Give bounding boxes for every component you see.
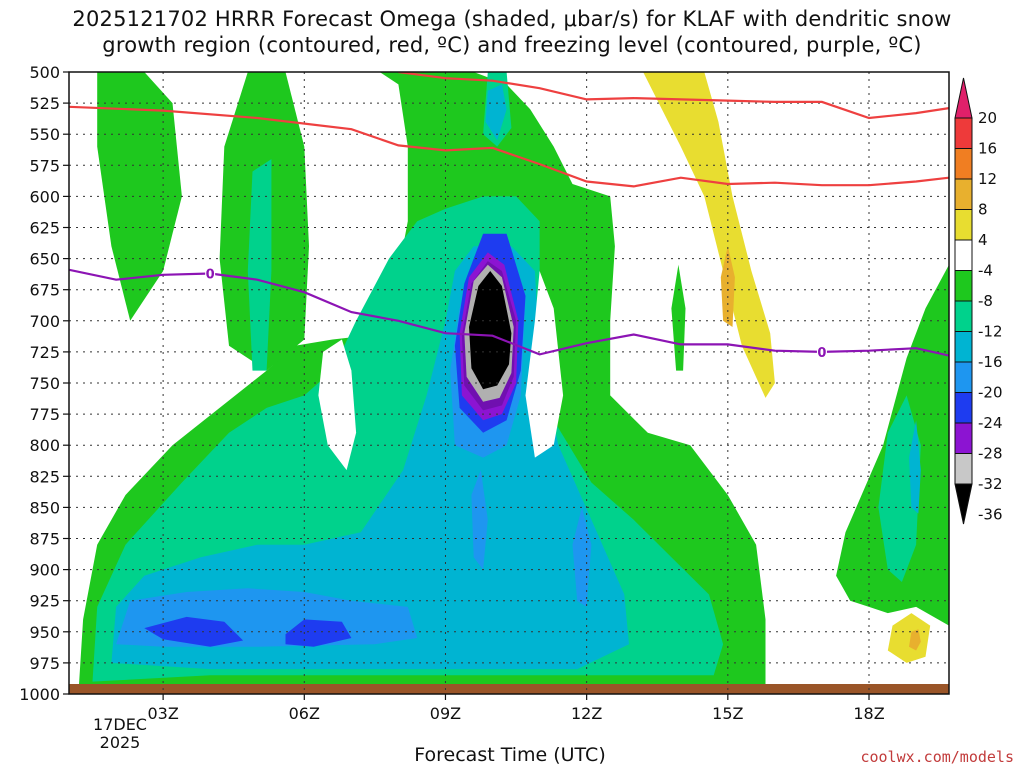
colorbar-label: -36: [978, 506, 1003, 524]
y-tick-label: 775: [29, 405, 60, 424]
y-tick-label: 750: [29, 374, 60, 393]
y-tick-label: 875: [29, 530, 60, 549]
y-tick-label: 900: [29, 561, 60, 580]
x-tick-label: 06Z: [289, 704, 320, 723]
freezing-level-contour: [69, 268, 949, 357]
y-tick-label: 550: [29, 125, 60, 144]
colorbar-label: 20: [978, 109, 997, 127]
colorbar-box: [954, 178, 973, 210]
page-title: 2025121702 HRRR Forecast Omega (shaded, …: [72, 7, 952, 57]
x-tick-label: 15Z: [712, 704, 743, 723]
omega-region-cyan-top: [485, 84, 507, 141]
colorbar-box: [954, 453, 973, 485]
colorbar-box: [954, 209, 973, 241]
x-tick-label: 18Z: [853, 704, 884, 723]
omega-gap-b: [525, 271, 564, 458]
x-tick-label: 03Z: [147, 704, 178, 723]
contour-label-bg: [816, 344, 827, 359]
colorbar-label: -8: [978, 292, 993, 310]
colorbar-arrow-top: [954, 77, 973, 119]
credit-text: coolwx.com/models: [860, 748, 1014, 766]
y-tick-label: 950: [29, 623, 60, 642]
colorbar-label: -20: [978, 384, 1003, 402]
colorbar-box: [954, 148, 973, 180]
colorbar-label: 12: [978, 170, 997, 188]
omega-region-black: [469, 271, 512, 390]
y-tick-label: 525: [29, 94, 60, 113]
y-tick-label: 625: [29, 219, 60, 238]
omega-region-orange-lower: [909, 629, 921, 651]
colorbar-box: [954, 300, 973, 332]
y-tick-label: 975: [29, 654, 60, 673]
colorbar-label: -32: [978, 475, 1003, 493]
omega-region-green-sliver: [671, 264, 686, 371]
dendritic-contour-2: [398, 72, 949, 120]
colorbar-label: -28: [978, 445, 1003, 463]
terrain-band: [69, 684, 949, 694]
omega-region-cyan-right: [909, 420, 921, 514]
omega-region-darkblue-a: [144, 616, 244, 647]
y-tick-label: 575: [29, 156, 60, 175]
y-tick-label: 650: [29, 250, 60, 269]
colorbar-box: [954, 331, 973, 363]
omega-region-lightblue-c: [572, 507, 592, 607]
y-tick-label: 850: [29, 498, 60, 517]
y-tick-label: 800: [29, 436, 60, 455]
contour-label-bg: [205, 266, 216, 281]
omega-region-yellow-lower: [887, 613, 931, 663]
y-tick-label: 925: [29, 592, 60, 611]
y-tick-label: 825: [29, 467, 60, 486]
colorbar-box: [954, 239, 973, 271]
colorbar-label: 16: [978, 140, 997, 158]
colorbar-arrow-bottom: [954, 483, 973, 525]
date-label: 17DEC 2025: [93, 715, 147, 752]
omega-region-darkblue-b: [285, 619, 352, 647]
colorbar-label: -4: [978, 262, 993, 280]
y-tick-label: 675: [29, 281, 60, 300]
omega-region-teal-right: [878, 395, 921, 582]
contour-label: 0: [817, 346, 826, 361]
dendritic-contour-1: [69, 105, 949, 188]
y-tick-label: 500: [29, 63, 60, 82]
colorbar-label: 4: [978, 231, 988, 249]
y-tick-label: 1000: [19, 685, 60, 704]
omega-region-yellow: [643, 72, 775, 398]
colorbar-label: -24: [978, 414, 1003, 432]
y-tick-label: 600: [29, 187, 60, 206]
y-tick-label: 725: [29, 343, 60, 362]
contour-label: 0: [206, 268, 215, 283]
omega-region-orange: [720, 246, 735, 327]
y-tick-label: 700: [29, 312, 60, 331]
x-tick-label: 12Z: [571, 704, 602, 723]
colorbar-label: 8: [978, 201, 988, 219]
colorbar-box: [954, 422, 973, 454]
colorbar-box: [954, 361, 973, 393]
omega-region-lightblue-b: [471, 470, 488, 570]
colorbar-box: [954, 392, 973, 424]
colorbar-box: [954, 270, 973, 302]
x-tick-label: 09Z: [430, 704, 461, 723]
x-axis-label: Forecast Time (UTC): [414, 744, 606, 766]
omega-region-teal-column: [247, 159, 272, 371]
colorbar-box: [954, 117, 973, 149]
colorbar-label: -12: [978, 323, 1003, 341]
omega-gap-a: [318, 339, 357, 471]
colorbar-label: -16: [978, 353, 1003, 371]
